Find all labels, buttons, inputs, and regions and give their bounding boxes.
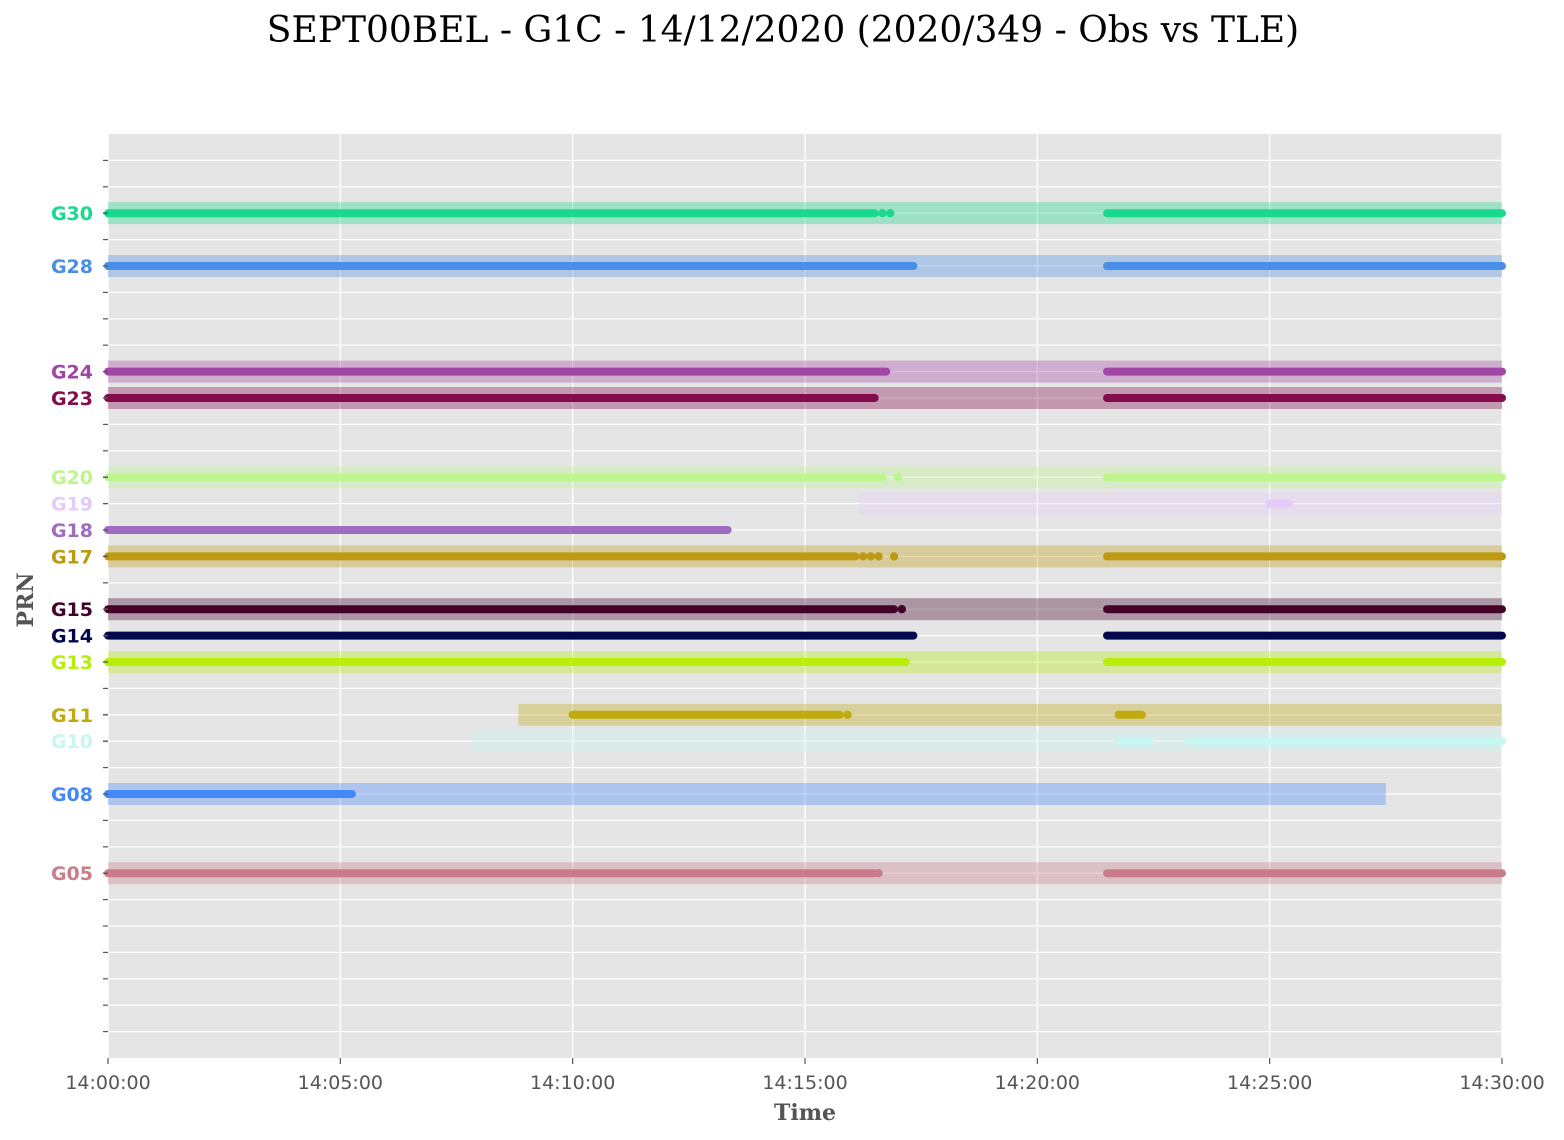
prn-label-g19: G19 bbox=[51, 494, 93, 516]
prn-label-g13: G13 bbox=[51, 652, 93, 674]
prn-label-g20: G20 bbox=[51, 467, 93, 489]
prn-label-g08: G08 bbox=[51, 784, 93, 806]
prn-label-g23: G23 bbox=[51, 388, 93, 410]
y-ticks bbox=[103, 159, 108, 1033]
obs-point-g05 bbox=[874, 869, 883, 878]
prn-label-g24: G24 bbox=[51, 362, 93, 384]
prn-label-g30: G30 bbox=[51, 203, 93, 225]
x-axis-label: Time bbox=[774, 1100, 836, 1126]
tle-band-g10 bbox=[471, 730, 1502, 753]
x-tick-label: 14:20:00 bbox=[995, 1072, 1080, 1094]
x-tick-label: 14:05:00 bbox=[298, 1072, 383, 1094]
obs-point-g17 bbox=[866, 552, 876, 561]
obs-point-g11 bbox=[843, 710, 852, 719]
tle-band-g08 bbox=[108, 783, 1386, 805]
obs-point-g17 bbox=[889, 552, 899, 561]
prn-label-g14: G14 bbox=[51, 626, 93, 648]
tle-band-g19 bbox=[859, 492, 1502, 515]
tle-band-g11 bbox=[518, 703, 1502, 726]
prn-label-g28: G28 bbox=[51, 256, 93, 278]
prn-label-g18: G18 bbox=[51, 520, 93, 542]
prn-label-g11: G11 bbox=[51, 705, 93, 727]
prn-label-g17: G17 bbox=[51, 546, 93, 568]
prn-label-g15: G15 bbox=[51, 599, 93, 621]
x-tick-label: 14:10:00 bbox=[530, 1072, 615, 1094]
prn-label-g10: G10 bbox=[51, 731, 93, 753]
prn-label-g05: G05 bbox=[51, 863, 93, 885]
observation-lines bbox=[104, 209, 1506, 878]
prn-labels: G30 G28 G24 G23 G20 G19 G18 G17 G15 G14 G13 G11 G10 G… bbox=[51, 203, 93, 885]
obs-point-g30 bbox=[885, 209, 895, 218]
y-axis-label: PRN bbox=[13, 573, 39, 628]
obs-point-g30 bbox=[878, 209, 887, 218]
x-tick-label: 14:15:00 bbox=[762, 1072, 847, 1094]
obs-point-g17 bbox=[874, 552, 883, 561]
chart-title: SEPT00BEL - G1C - 14/12/2020 (2020/349 -… bbox=[267, 10, 1299, 51]
obs-point-g17 bbox=[858, 552, 868, 561]
x-ticks: 14:00:00 14:05:00 14:10:00 14:15:00 14:20:00… bbox=[65, 1058, 1545, 1094]
obs-point-g15 bbox=[897, 605, 907, 614]
x-tick-label: 14:25:00 bbox=[1227, 1072, 1312, 1094]
obs-point-g20 bbox=[893, 473, 903, 482]
x-tick-label: 14:30:00 bbox=[1459, 1072, 1544, 1094]
x-tick-label: 14:00:00 bbox=[65, 1072, 150, 1094]
